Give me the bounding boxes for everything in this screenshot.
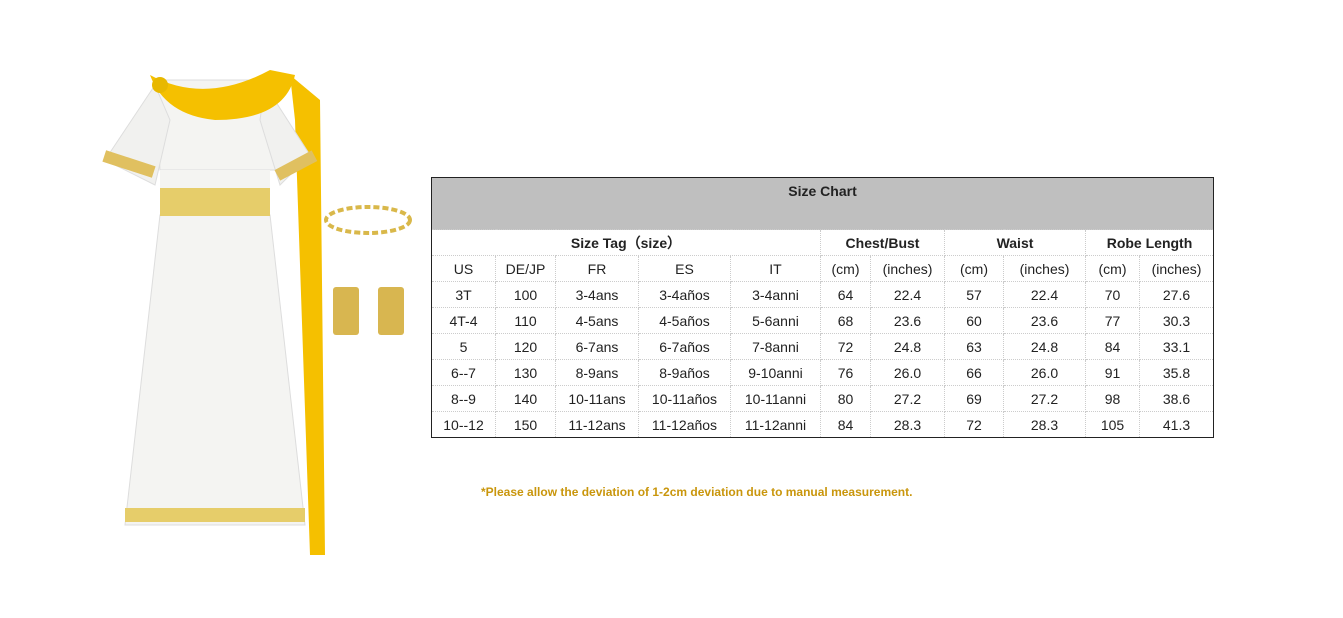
table-cell: 6--7 [431, 359, 496, 386]
table-cell: 4T-4 [431, 307, 496, 334]
table-cell: 6-7años [638, 333, 731, 360]
table-cell: 27.2 [870, 385, 945, 412]
table-cell: 28.3 [870, 411, 945, 438]
group-chest: Chest/Bust [820, 229, 945, 256]
table-row: 8--9 140 10-11ans 10-11años 10-11anni 80 27.2 6… [431, 385, 1214, 412]
subheader-cell: ES [638, 255, 731, 282]
subheader-cell: (cm) [1085, 255, 1140, 282]
size-chart-table: Size Chart Size Tag（size） Chest/Bust Wai… [431, 177, 1214, 438]
table-cell: 63 [944, 333, 1004, 360]
table-cell: 105 [1085, 411, 1140, 438]
table-cell: 11-12anni [730, 411, 821, 438]
measurement-note: *Please allow the deviation of 1-2cm dev… [481, 485, 913, 499]
table-cell: 8-9años [638, 359, 731, 386]
subheader-cell: (cm) [820, 255, 871, 282]
table-cell: 23.6 [1003, 307, 1086, 334]
table-cell: 77 [1085, 307, 1140, 334]
subheader-cell: FR [555, 255, 639, 282]
table-cell: 76 [820, 359, 871, 386]
table-cell: 8--9 [431, 385, 496, 412]
table-cell: 140 [495, 385, 556, 412]
table-cell: 5 [431, 333, 496, 360]
subheader-cell: (inches) [1003, 255, 1086, 282]
table-cell: 6-7ans [555, 333, 639, 360]
table-cell: 7-8anni [730, 333, 821, 360]
table-cell: 41.3 [1139, 411, 1214, 438]
table-cell: 70 [1085, 281, 1140, 308]
table-cell: 24.8 [1003, 333, 1086, 360]
table-cell: 27.6 [1139, 281, 1214, 308]
table-cell: 100 [495, 281, 556, 308]
subheader-row: US DE/JP FR ES IT (cm) (inches) (cm) (inches) (cm… [431, 255, 1214, 282]
table-row: 3T 100 3-4ans 3-4años 3-4anni 64 22.4 57 22.4 70 2… [431, 281, 1214, 308]
table-cell: 130 [495, 359, 556, 386]
table-cell: 69 [944, 385, 1004, 412]
table-cell: 23.6 [870, 307, 945, 334]
table-cell: 10-11anni [730, 385, 821, 412]
table-cell: 120 [495, 333, 556, 360]
table-cell: 8-9ans [555, 359, 639, 386]
table-cell: 26.0 [870, 359, 945, 386]
robe-image [102, 70, 325, 555]
group-waist: Waist [944, 229, 1086, 256]
table-cell: 72 [944, 411, 1004, 438]
table-cell: 24.8 [870, 333, 945, 360]
table-cell: 28.3 [1003, 411, 1086, 438]
table-cell: 10-11años [638, 385, 731, 412]
laurel-wreath [324, 205, 412, 235]
subheader-cell: (inches) [870, 255, 945, 282]
table-cell: 98 [1085, 385, 1140, 412]
subheader-cell: (cm) [944, 255, 1004, 282]
table-cell: 35.8 [1139, 359, 1214, 386]
table-cell: 64 [820, 281, 871, 308]
table-cell: 3-4anni [730, 281, 821, 308]
table-cell: 11-12ans [555, 411, 639, 438]
table-cell: 4-5años [638, 307, 731, 334]
table-cell: 110 [495, 307, 556, 334]
table-cell: 80 [820, 385, 871, 412]
table-cell: 57 [944, 281, 1004, 308]
table-cell: 38.6 [1139, 385, 1214, 412]
table-cell: 10-11ans [555, 385, 639, 412]
wrist-cuff-left [333, 287, 359, 335]
table-cell: 72 [820, 333, 871, 360]
table-row: 6--7 130 8-9ans 8-9años 9-10anni 76 26.0 66 26.0… [431, 359, 1214, 386]
table-cell: 22.4 [870, 281, 945, 308]
table-cell: 66 [944, 359, 1004, 386]
subheader-cell: IT [730, 255, 821, 282]
table-cell: 60 [944, 307, 1004, 334]
table-row: 5 120 6-7ans 6-7años 7-8anni 72 24.8 63 24.8 84 33… [431, 333, 1214, 360]
table-cell: 3-4ans [555, 281, 639, 308]
table-cell: 84 [1085, 333, 1140, 360]
table-cell: 11-12años [638, 411, 731, 438]
table-cell: 5-6anni [730, 307, 821, 334]
table-cell: 68 [820, 307, 871, 334]
table-cell: 27.2 [1003, 385, 1086, 412]
table-cell: 3-4años [638, 281, 731, 308]
table-title: Size Chart [431, 177, 1214, 230]
table-row: 10--12 150 11-12ans 11-12años 11-12anni 84 28.… [431, 411, 1214, 438]
subheader-cell: US [431, 255, 496, 282]
table-cell: 33.1 [1139, 333, 1214, 360]
table-cell: 10--12 [431, 411, 496, 438]
subheader-cell: (inches) [1139, 255, 1214, 282]
table-row: 4T-4 110 4-5ans 4-5años 5-6anni 68 23.6 60 23.6 7… [431, 307, 1214, 334]
table-cell: 84 [820, 411, 871, 438]
table-cell: 4-5ans [555, 307, 639, 334]
table-cell: 26.0 [1003, 359, 1086, 386]
table-cell: 30.3 [1139, 307, 1214, 334]
wrist-cuff-right [378, 287, 404, 335]
group-robe-length: Robe Length [1085, 229, 1214, 256]
accessories-image [324, 205, 412, 335]
subheader-cell: DE/JP [495, 255, 556, 282]
table-cell: 150 [495, 411, 556, 438]
table-cell: 22.4 [1003, 281, 1086, 308]
group-size-tag: Size Tag（size） [431, 229, 821, 256]
table-cell: 9-10anni [730, 359, 821, 386]
table-cell: 91 [1085, 359, 1140, 386]
table-cell: 3T [431, 281, 496, 308]
